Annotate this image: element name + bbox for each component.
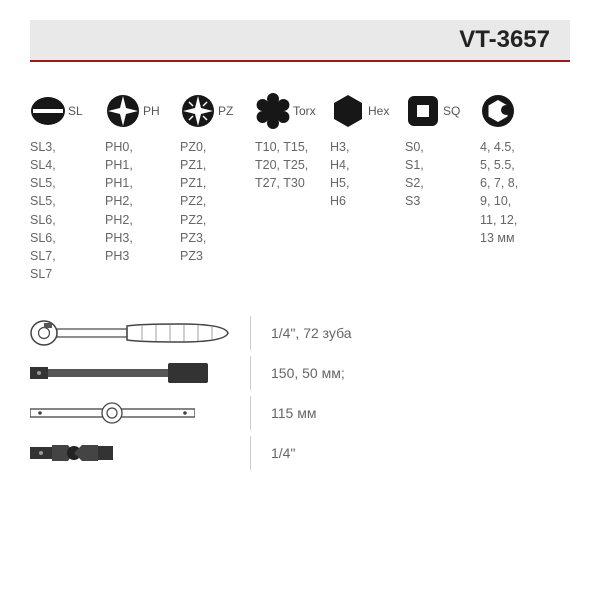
hex-icon: [330, 93, 366, 129]
spec-ratchet: 1/4", 72 зуба: [271, 325, 352, 341]
bit-col-sq: SQ S0, S1, S2, S3: [405, 92, 473, 283]
sl-icon: [30, 93, 66, 129]
bit-label-ph: PH: [143, 104, 160, 118]
tool-row-ratchet: 1/4", 72 зуба: [30, 313, 570, 353]
bit-col-hex: Hex H3, H4, H5, H6: [330, 92, 398, 283]
spec-tbar: 115 мм: [271, 405, 316, 421]
spec-ujoint: 1/4": [271, 445, 295, 461]
ujoint-icon: [30, 439, 115, 467]
bit-col-sl: SL SL3, SL4, SL5, SL5, SL6, SL6, SL7, SL…: [30, 92, 98, 283]
bit-col-pz: PZ PZ0, PZ1, PZ1, PZ2, PZ2, PZ3, PZ3: [180, 92, 248, 283]
sq-icon: [405, 93, 441, 129]
tool-section: 1/4", 72 зуба 150, 50 мм;: [30, 313, 570, 473]
spec-extension: 150, 50 мм;: [271, 365, 345, 381]
bit-sizes-torx: T10, T15, T20, T25, T27, T30: [255, 138, 308, 192]
bit-sizes-pz: PZ0, PZ1, PZ1, PZ2, PZ2, PZ3, PZ3: [180, 138, 206, 265]
tbar-icon: [30, 402, 195, 424]
tool-row-tbar: 115 мм: [30, 393, 570, 433]
header-bar: VT-3657: [30, 20, 570, 62]
bit-sizes-hex: H3, H4, H5, H6: [330, 138, 349, 211]
torx-icon: [255, 93, 291, 129]
separator: [250, 396, 251, 430]
bit-col-ph: PH PH0, PH1, PH1, PH2, PH2, PH3, PH3: [105, 92, 173, 283]
bit-label-sl: SL: [68, 104, 83, 118]
extension-icon: [30, 361, 210, 385]
bit-sizes-ph: PH0, PH1, PH1, PH2, PH2, PH3, PH3: [105, 138, 133, 265]
separator: [250, 356, 251, 390]
pz-icon: [180, 93, 216, 129]
tool-row-ujoint: 1/4": [30, 433, 570, 473]
ph-icon: [105, 93, 141, 129]
ratchet-icon: [30, 318, 230, 348]
bit-sizes-sl: SL3, SL4, SL5, SL5, SL6, SL6, SL7, SL7: [30, 138, 56, 283]
bit-label-sq: SQ: [443, 104, 460, 118]
bit-label-hex: Hex: [368, 104, 389, 118]
bit-col-socket: 4, 4.5, 5, 5.5, 6, 7, 8, 9, 10, 11, 12, …: [480, 92, 548, 283]
bit-label-pz: PZ: [218, 104, 233, 118]
model-number: VT-3657: [459, 26, 550, 54]
separator: [250, 316, 251, 350]
socket-icon: [480, 93, 516, 129]
bit-sizes-sq: S0, S1, S2, S3: [405, 138, 424, 211]
bit-col-torx: Torx T10, T15, T20, T25, T27, T30: [255, 92, 323, 283]
bit-types-row: SL SL3, SL4, SL5, SL5, SL6, SL6, SL7, SL…: [30, 92, 570, 283]
bit-sizes-socket: 4, 4.5, 5, 5.5, 6, 7, 8, 9, 10, 11, 12, …: [480, 138, 518, 247]
bit-label-torx: Torx: [293, 104, 316, 118]
separator: [250, 436, 251, 470]
tool-row-extension: 150, 50 мм;: [30, 353, 570, 393]
